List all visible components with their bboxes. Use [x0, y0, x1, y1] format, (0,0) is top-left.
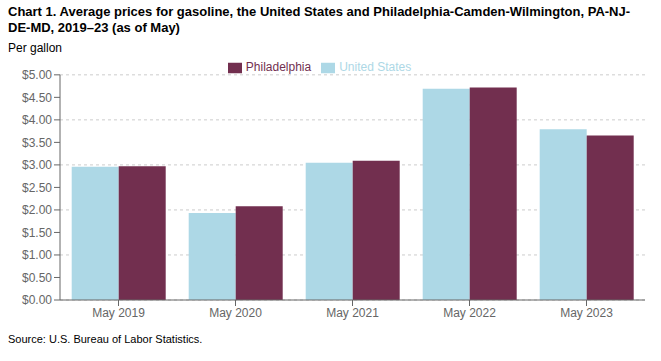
svg-text:$2.50: $2.50 [22, 181, 52, 195]
svg-text:$0.00: $0.00 [22, 293, 52, 307]
svg-text:$1.00: $1.00 [22, 248, 52, 262]
svg-text:May 2021: May 2021 [326, 306, 379, 320]
svg-text:May 2022: May 2022 [443, 306, 496, 320]
svg-text:$3.00: $3.00 [22, 158, 52, 172]
svg-text:May 2020: May 2020 [209, 306, 262, 320]
svg-text:$2.00: $2.00 [22, 203, 52, 217]
svg-text:May 2019: May 2019 [92, 306, 145, 320]
svg-text:$0.50: $0.50 [22, 271, 52, 285]
html-text:United States: United States [339, 60, 412, 74]
html-text:Chart 1. Average prices for ga: Chart 1. Average prices for gasoline, th… [8, 4, 631, 35]
html-text:Philadelphia: Philadelphia [245, 60, 312, 74]
svg-text:May 2023: May 2023 [560, 306, 613, 320]
html-text:Per gallon: Per gallon [8, 41, 62, 55]
svg-text:$1.50: $1.50 [22, 226, 52, 240]
html-text:Source: U.S. Bureau of Labor S: Source: U.S. Bureau of Labor Statistics. [8, 333, 203, 345]
svg-text:$3.50: $3.50 [22, 136, 52, 150]
svg-text:$5.00: $5.00 [22, 68, 52, 82]
svg-text:$4.50: $4.50 [22, 91, 52, 105]
svg-text:$4.00: $4.00 [22, 113, 52, 127]
